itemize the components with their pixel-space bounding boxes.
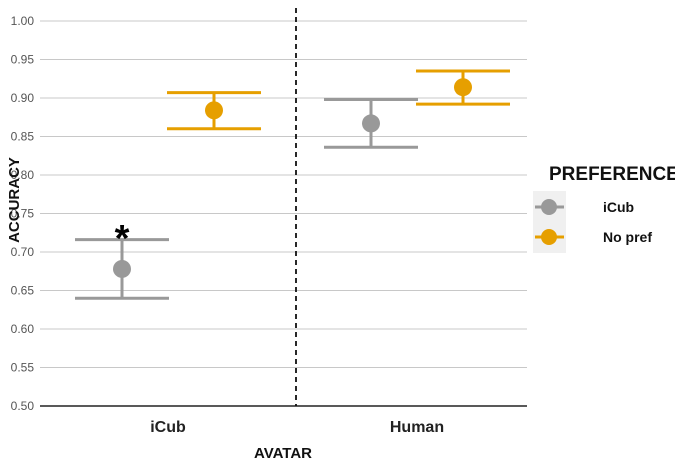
x-axis-title: AVATAR	[254, 445, 312, 462]
mean-point	[454, 78, 472, 97]
y-tick-label: 0.85	[11, 130, 35, 144]
mean-point	[362, 114, 380, 133]
y-tick-label: 0.90	[11, 91, 35, 105]
y-tick-label: 0.50	[11, 399, 35, 413]
y-tick-labels: 1.00 0.95 0.90 0.85 0.80 0.75 0.70 0.65 0.60 0.55…	[11, 14, 35, 413]
x-tick-label: iCub	[150, 419, 186, 436]
annotations: *	[115, 218, 130, 260]
x-tick-label: Human	[390, 419, 444, 436]
legend-item: iCub	[535, 199, 634, 215]
y-tick-label: 0.95	[11, 53, 35, 67]
legend-label: iCub	[603, 199, 634, 215]
legend-key-point	[541, 229, 557, 245]
legend-label: No pref	[603, 229, 652, 245]
y-tick-label: 0.60	[11, 322, 35, 336]
y-tick-label: 0.70	[11, 245, 35, 259]
legend-item: No pref	[535, 229, 652, 245]
legend-key-point	[541, 199, 557, 215]
legend-title: PREFERENCE	[549, 164, 675, 185]
mean-point	[205, 101, 223, 120]
y-tick-label: 0.55	[11, 361, 35, 375]
legend: PREFERENCE iCub No pref	[533, 164, 675, 253]
y-tick-label: 1.00	[11, 14, 35, 28]
y-axis-title: ACCURACY	[6, 157, 23, 243]
y-tick-label: 0.65	[11, 284, 35, 298]
y-tick-label: 0.75	[11, 207, 35, 221]
significance-asterisk: *	[115, 218, 130, 260]
series-icub	[75, 98, 418, 300]
legend-items: iCub No pref	[535, 199, 652, 245]
grid-lines	[40, 20, 527, 368]
x-tick-labels: iCub Human	[150, 419, 444, 436]
mean-point	[113, 259, 131, 278]
series-marks	[75, 69, 510, 300]
series-no-pref	[167, 69, 510, 131]
y-tick-label: 0.80	[11, 168, 35, 182]
